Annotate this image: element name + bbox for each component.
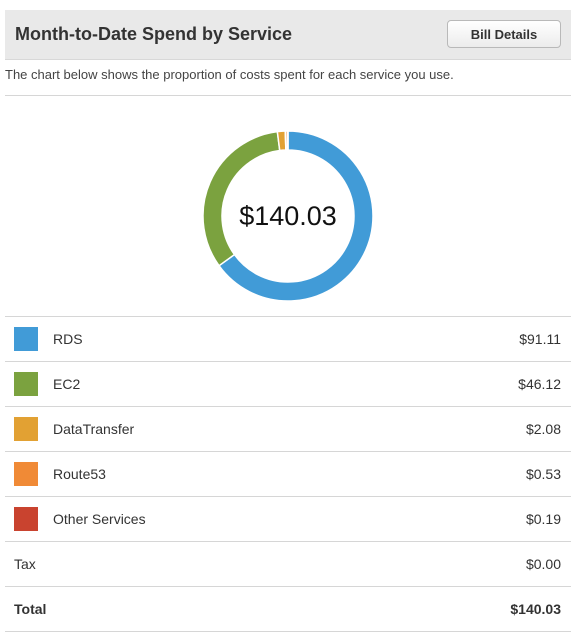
donut-chart: $140.03 <box>198 126 378 306</box>
total-row: Total $140.03 <box>5 587 571 632</box>
service-row: Route53 $0.53 <box>5 452 571 497</box>
service-name: DataTransfer <box>53 421 135 437</box>
total-label: Total <box>14 601 47 617</box>
panel-header: Month-to-Date Spend by Service Bill Deta… <box>5 10 571 60</box>
panel-title: Month-to-Date Spend by Service <box>15 24 293 44</box>
donut-slice-other-services[interactable] <box>286 130 289 151</box>
service-row: RDS $91.11 <box>5 317 571 362</box>
service-row: DataTransfer $2.08 <box>5 407 571 452</box>
bill-details-button[interactable]: Bill Details <box>447 20 561 48</box>
tax-row: Tax $0.00 <box>5 542 571 587</box>
service-cost-table: RDS $91.11 EC2 $46.12 DataTransfer $2.08… <box>5 316 571 632</box>
service-amount: $2.08 <box>525 421 561 437</box>
service-amount: $46.12 <box>518 376 561 392</box>
legend-swatch <box>14 327 38 351</box>
service-row: Other Services $0.19 <box>5 497 571 542</box>
legend-swatch <box>14 372 38 396</box>
service-name: Other Services <box>53 511 146 527</box>
service-name: RDS <box>53 331 83 347</box>
service-amount: $0.19 <box>525 511 561 527</box>
service-amount: $91.11 <box>519 331 561 347</box>
service-name: EC2 <box>53 376 81 392</box>
service-name: Route53 <box>53 466 106 482</box>
divider <box>5 95 571 96</box>
legend-swatch <box>14 417 38 441</box>
donut-total-label: $140.03 <box>239 200 337 231</box>
legend-swatch <box>14 462 38 486</box>
chart-description: The chart below shows the proportion of … <box>5 67 454 82</box>
service-row: EC2 $46.12 <box>5 362 571 407</box>
donut-slice-rds[interactable] <box>217 130 374 302</box>
tax-amount: $0.00 <box>525 556 561 572</box>
legend-swatch <box>14 507 38 531</box>
total-amount: $140.03 <box>510 601 561 617</box>
donut-chart-svg <box>202 130 374 302</box>
tax-label: Tax <box>14 556 36 572</box>
service-amount: $0.53 <box>525 466 561 482</box>
